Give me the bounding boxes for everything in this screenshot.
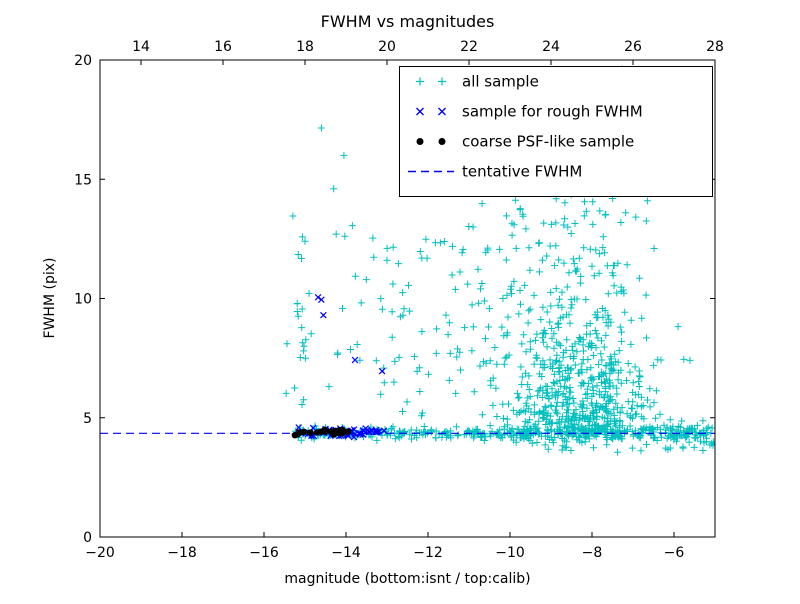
- chart-title: FWHM vs magnitudes: [321, 12, 495, 31]
- psf-like-sample-points: [291, 426, 352, 439]
- x-tick-label-top: 20: [378, 39, 396, 55]
- y-tick-label: 0: [83, 530, 92, 546]
- x-tick-label-top: 28: [706, 39, 724, 55]
- x-tick-label-top: 18: [296, 39, 314, 55]
- x-tick-label-top: 14: [132, 39, 150, 55]
- x-tick-label-bottom: −14: [331, 545, 361, 561]
- tick-labels: −20 −18 −16 −14 −12 −10 −8 −6 14 16 18 20 22 24 26 28 0 5…: [74, 39, 724, 561]
- x-tick-label-top: 26: [624, 39, 642, 55]
- x-axis-label: magnitude (bottom:isnt / top:calib): [284, 571, 530, 587]
- legend-entry-label: all sample: [462, 73, 539, 91]
- legend-dot-marker-icon: [416, 138, 446, 145]
- y-tick-label: 20: [74, 53, 92, 69]
- rough-fwhm-sample-points: [295, 293, 388, 441]
- legend-plus-marker-icon: [416, 77, 446, 86]
- y-tick-label: 15: [74, 172, 92, 188]
- legend-entry-label: coarse PSF-like sample: [462, 133, 634, 151]
- x-tick-label-bottom: −18: [167, 545, 197, 561]
- x-tick-label-top: 24: [542, 39, 560, 55]
- x-tick-label-bottom: −8: [582, 545, 603, 561]
- y-tick-label: 5: [83, 411, 92, 427]
- all-sample-points: [282, 65, 715, 456]
- x-tick-label-top: 22: [460, 39, 478, 55]
- x-tick-label-bottom: −16: [249, 545, 279, 561]
- plot-points-area: [100, 65, 715, 456]
- x-tick-label-bottom: −10: [495, 545, 525, 561]
- x-tick-label-bottom: −12: [413, 545, 443, 561]
- legend-box: [399, 66, 713, 197]
- y-tick-label: 10: [74, 292, 92, 308]
- legend-entry-label: sample for rough FWHM: [462, 103, 643, 121]
- x-tick-label-bottom: −20: [85, 545, 115, 561]
- x-tick-label-bottom: −6: [664, 545, 685, 561]
- y-axis-label: FWHM (pix): [42, 258, 58, 339]
- legend-entry-label: tentative FWHM: [462, 163, 582, 181]
- legend-x-marker-icon: [416, 107, 446, 116]
- x-tick-label-top: 16: [214, 39, 232, 55]
- legend: all sample sample for rough FWHM coarse PS…: [399, 66, 713, 197]
